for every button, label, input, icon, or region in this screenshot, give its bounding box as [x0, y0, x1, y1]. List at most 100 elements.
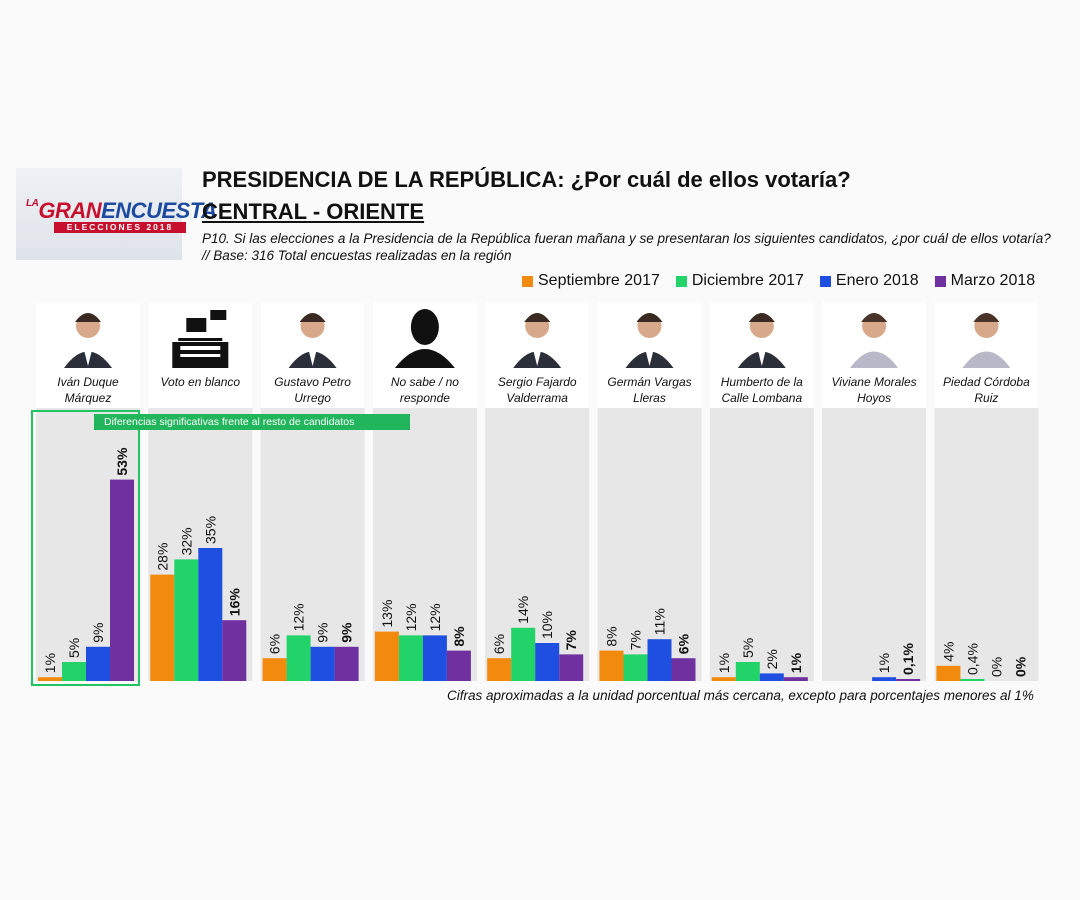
data-label: 35%	[202, 516, 218, 544]
woman-photo	[850, 313, 899, 368]
data-label: 12%	[291, 603, 307, 631]
bar	[872, 677, 897, 681]
bar	[896, 679, 921, 681]
bar	[511, 627, 536, 681]
data-label: 14%	[515, 596, 531, 624]
man-photo	[625, 313, 674, 368]
bar	[936, 665, 961, 681]
data-label: 13%	[379, 600, 395, 628]
chart-subtitle: CENTRAL - ORIENTE	[202, 199, 425, 224]
candidate-column: No sabe / no responde 13% 12% 12% 8%	[372, 302, 477, 681]
bar	[150, 574, 175, 681]
bar	[711, 677, 736, 681]
bar	[398, 635, 423, 681]
category-label: Calle Lombana	[721, 391, 802, 405]
data-label: 1%	[716, 653, 732, 673]
bar	[374, 631, 399, 681]
significance-callout: Diferencias significativas frente al res…	[94, 414, 410, 430]
candidate-column: Piedad Córdoba Ruiz 4% 0,4% 0% 0%	[934, 302, 1039, 681]
data-label: 0%	[1012, 656, 1028, 677]
category-label: Piedad Córdoba	[943, 375, 1030, 389]
bar	[38, 677, 62, 681]
legend-swatch	[522, 275, 533, 287]
footnote: Cifras aproximadas a la unidad porcentua…	[447, 688, 1034, 703]
category-label: Hoyos	[857, 391, 891, 405]
data-label: 2%	[764, 649, 780, 669]
candidate-column: Sergio Fajardo Valderrama 6% 14% 10% 7%	[485, 302, 590, 681]
bar	[286, 635, 311, 681]
significance-highlight-box	[31, 410, 140, 686]
bar	[783, 677, 808, 681]
man-photo	[737, 313, 786, 368]
candidate-column: Gustavo Petro Urrego 6% 12% 9% 9%	[260, 302, 365, 681]
data-label: 12%	[403, 603, 419, 631]
data-label: 5%	[740, 638, 756, 658]
bar	[487, 658, 512, 681]
bar	[735, 662, 760, 681]
bar	[198, 548, 223, 681]
bar	[262, 658, 287, 681]
bar	[671, 658, 696, 681]
category-label: Lleras	[633, 391, 666, 405]
bar	[310, 646, 335, 681]
data-label: 11%	[652, 608, 668, 635]
data-label: 16%	[226, 588, 242, 617]
data-label: 0,4%	[964, 643, 980, 675]
bar	[174, 559, 199, 681]
data-label: 0%	[988, 657, 1004, 677]
legend-item: Enero 2018	[819, 272, 919, 290]
bar	[222, 620, 247, 681]
man-photo	[288, 313, 337, 368]
bar	[86, 646, 110, 681]
data-label: 10%	[539, 611, 555, 639]
data-label: 8%	[451, 626, 467, 647]
category-label: Humberto de la	[721, 375, 803, 389]
data-label: 28%	[154, 543, 170, 571]
legend-label: Diciembre 2017	[691, 272, 804, 289]
category-label: Germán Vargas	[607, 375, 691, 389]
data-label: 0,1%	[900, 643, 916, 675]
data-label: 32%	[178, 527, 194, 555]
man-photo	[64, 313, 112, 368]
data-label: 9%	[90, 623, 106, 643]
data-label: 1%	[876, 653, 892, 673]
ballot-box-icon	[172, 310, 229, 368]
data-label: 1%	[788, 652, 804, 673]
data-label: 7%	[628, 630, 644, 650]
data-label: 1%	[42, 653, 58, 673]
category-label: Iván Duque	[57, 375, 119, 389]
bar	[62, 662, 86, 681]
bar	[623, 654, 648, 681]
legend-label: Enero 2018	[835, 272, 919, 289]
bar	[446, 650, 471, 681]
bar	[599, 650, 624, 681]
logo-band: ELECCIONES 2018	[54, 222, 186, 233]
bar	[647, 639, 672, 681]
legend: Septiembre 2017 Diciembre 2017 Enero 2018 M…	[522, 272, 1035, 290]
bar	[422, 635, 447, 681]
category-label: No sabe / no	[391, 375, 459, 389]
category-label: Viviane Morales	[832, 375, 917, 389]
category-label: responde	[400, 391, 450, 405]
logo-wordmark: LAGRANENCUESTA	[26, 198, 217, 223]
legend-label: Marzo 2018	[950, 272, 1036, 289]
data-label: 5%	[66, 638, 82, 658]
data-label: 6%	[676, 633, 692, 654]
bar	[960, 679, 985, 681]
category-label: Gustavo Petro	[274, 375, 351, 389]
data-label: 9%	[339, 622, 355, 643]
legend-item: Diciembre 2017	[675, 272, 804, 290]
data-label: 6%	[267, 634, 283, 654]
silhouette-icon	[394, 309, 455, 368]
data-label: 7%	[563, 630, 579, 651]
data-label: 12%	[427, 603, 443, 631]
category-label: Urrego	[294, 391, 331, 405]
legend-swatch	[675, 275, 687, 287]
data-label: 8%	[604, 626, 620, 646]
bar	[759, 673, 784, 681]
bar	[110, 479, 134, 681]
bar	[334, 646, 359, 681]
data-label: 9%	[315, 623, 331, 643]
legend-item: Septiembre 2017	[522, 272, 660, 290]
